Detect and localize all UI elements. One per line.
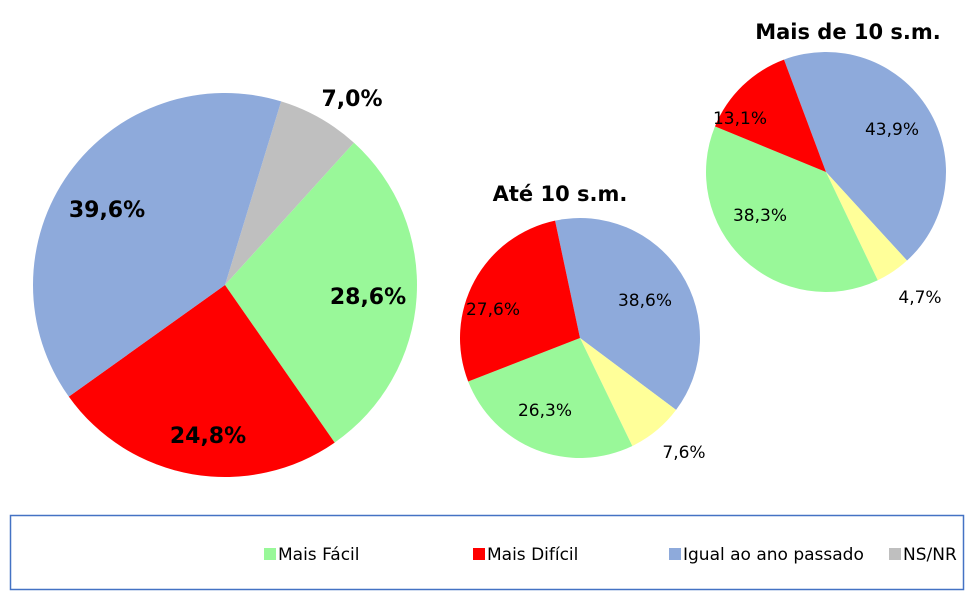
value-label: 13,1%: [713, 109, 767, 129]
pie-slice: [32, 92, 282, 397]
value-label: 38,3%: [733, 206, 787, 226]
pie-slice: [225, 101, 354, 285]
pie-title: Mais de 10 s.m.: [755, 20, 941, 44]
legend-swatch: [264, 548, 276, 560]
legend-swatch: [473, 548, 485, 560]
value-label: 28,6%: [330, 285, 406, 310]
value-label: 39,6%: [69, 198, 145, 223]
pie-title: Até 10 s.m.: [493, 182, 628, 206]
legend-label: Mais Fácil: [278, 545, 360, 565]
value-label: 7,6%: [662, 443, 705, 463]
value-label: 27,6%: [466, 300, 520, 320]
value-label: 43,9%: [865, 120, 919, 140]
value-label: 26,3%: [518, 401, 572, 421]
pie-slice: [468, 338, 633, 458]
pie-slice: [460, 220, 580, 382]
value-label: 38,6%: [618, 291, 672, 311]
pie-slice: [580, 338, 677, 446]
value-label: 24,8%: [170, 424, 246, 449]
pie-slice: [826, 172, 908, 281]
pie-slice: [68, 285, 335, 478]
pie-slice: [783, 51, 947, 261]
legend-label: Igual ao ano passado: [683, 545, 864, 565]
value-label: 4,7%: [898, 288, 941, 308]
value-label: 7,0%: [321, 87, 382, 112]
pie-slice: [225, 142, 418, 443]
pie-slice: [715, 59, 826, 173]
legend-swatch: [889, 548, 901, 560]
legend-box: [9, 514, 965, 591]
legend-label: NS/NR: [903, 545, 957, 565]
pie-slice: [555, 218, 701, 410]
legend-swatch: [669, 548, 681, 560]
legend-label: Mais Difícil: [487, 545, 578, 565]
pie-slice: [706, 126, 878, 293]
